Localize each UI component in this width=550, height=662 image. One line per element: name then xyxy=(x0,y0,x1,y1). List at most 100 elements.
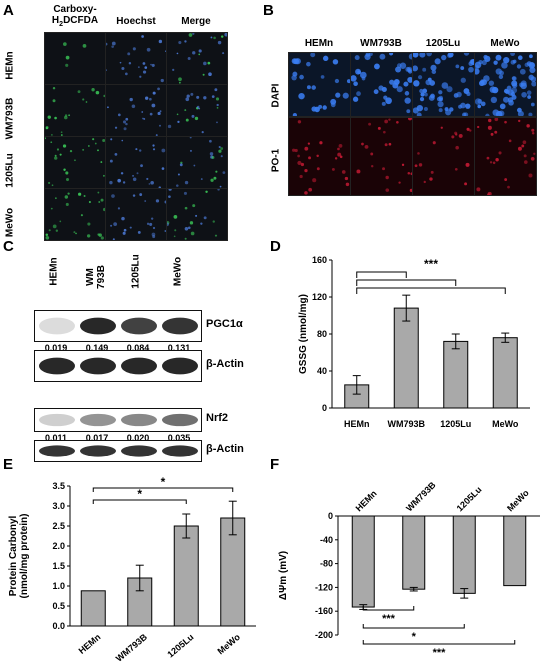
panel-b-image-r1-c2 xyxy=(412,117,475,196)
blot-value-2-0: 0.011 xyxy=(44,433,68,443)
blot-band-1-3 xyxy=(162,357,198,375)
x-tick-label: HEMn xyxy=(354,488,379,513)
y-tick-label: 2.0 xyxy=(52,541,65,551)
blot-value-2-1: 0.017 xyxy=(85,433,109,443)
panel-c-lane-mewo: MeWo xyxy=(172,256,184,287)
y-tick-label: -120 xyxy=(315,582,333,592)
blot-band-3-0 xyxy=(39,445,75,457)
panel-a-image-r1-c1 xyxy=(105,84,167,137)
blot-value-2-3: 0.035 xyxy=(167,433,191,443)
panel-a-image-r0-c0 xyxy=(44,32,106,85)
sig-label: * xyxy=(137,487,142,501)
panel-d-label: D xyxy=(270,238,281,255)
blot-value-0-3: 0.131 xyxy=(167,343,191,353)
blot-label-3: β-Actin xyxy=(206,443,244,455)
blot-band-0-3 xyxy=(162,317,198,335)
sig-bracket xyxy=(362,624,465,629)
x-tick-label: MeWo xyxy=(505,487,531,513)
panel-a-header-hoechst: Hoechst xyxy=(116,16,156,27)
panel-a-image-r2-c2 xyxy=(166,136,228,189)
blot-label-0: PGC1α xyxy=(206,318,243,330)
x-tick-label: HEMn xyxy=(77,632,103,656)
x-tick-label: WM793B xyxy=(387,419,425,429)
panel-e-label: E xyxy=(3,456,14,473)
blot-band-2-0 xyxy=(39,413,75,427)
x-tick-label: 1205Lu xyxy=(165,632,195,660)
panel-a-label: A xyxy=(3,2,14,19)
bar-WM793B xyxy=(402,515,426,590)
panel-c-label: C xyxy=(3,238,14,255)
x-tick-label: 1205Lu xyxy=(455,484,484,513)
y-tick-label: 0.0 xyxy=(52,621,65,631)
sig-bracket xyxy=(356,271,407,278)
sig-bracket xyxy=(356,279,457,286)
bar-WM793B xyxy=(393,307,419,409)
panel-b-row-dapi: DAPI xyxy=(270,83,282,108)
panel-a-image-r2-c0 xyxy=(44,136,106,189)
y-tick-label: 80 xyxy=(317,329,327,339)
y-tick-label: 0.5 xyxy=(52,601,65,611)
blot-band-1-1 xyxy=(80,357,116,375)
sig-label: * xyxy=(161,475,166,489)
blot-band-1-0 xyxy=(39,357,75,375)
panel-b-image-r1-c0 xyxy=(288,117,351,196)
blot-strip-0 xyxy=(34,310,202,342)
sig-bracket xyxy=(362,640,516,645)
panel-a-image-r1-c0 xyxy=(44,84,106,137)
panel-f-chart: 0 -40 -80 -120 -160 -200 ΔΨm (mV) HEMn WM793B 120… xyxy=(278,479,540,659)
panel-a-image-r0-c2 xyxy=(166,32,228,85)
y-tick-label: 3.0 xyxy=(52,501,65,511)
panel-f-label: F xyxy=(270,456,280,473)
blot-band-3-1 xyxy=(80,445,116,457)
y-tick-label: 1.5 xyxy=(52,561,65,571)
panel-b-image-r0-c1 xyxy=(350,52,413,117)
y-tick-label: -200 xyxy=(315,630,333,640)
panel-b-image-r1-c1 xyxy=(350,117,413,196)
panel-b-header-hemn: HEMn xyxy=(304,38,334,49)
y-axis-label: GSSG (nmol/mg) xyxy=(298,294,309,374)
y-axis-label: (nmol/mg protein) xyxy=(19,514,30,599)
blot-band-2-3 xyxy=(162,413,198,427)
blot-band-2-1 xyxy=(80,413,116,427)
blot-band-0-2 xyxy=(121,317,157,335)
panel-a-image-r3-c1 xyxy=(105,188,167,241)
y-tick-label: 3.5 xyxy=(52,481,65,491)
blot-band-2-2 xyxy=(121,413,157,427)
panel-c-lane-wm793b: WM 793B xyxy=(85,265,107,289)
panel-a-header-carboxy: Carboxy- H2DCFDA xyxy=(51,4,99,28)
sig-label: * xyxy=(412,631,417,643)
y-tick-label: 160 xyxy=(312,255,327,265)
bar-MeWo xyxy=(492,337,518,409)
y-tick-label: 1.0 xyxy=(52,581,65,591)
sig-bracket xyxy=(92,487,234,492)
bar-HEMn xyxy=(80,590,106,627)
x-tick-label: WM793B xyxy=(404,479,438,513)
x-tick-label: WM793B xyxy=(114,632,150,662)
panel-a-row-1205lu: 1205Lu xyxy=(4,153,16,188)
sig-bracket xyxy=(92,499,187,504)
panel-b-row-po1: PO-1 xyxy=(270,148,282,173)
blot-label-1: β-Actin xyxy=(206,358,244,370)
blot-strip-1 xyxy=(34,350,202,382)
y-tick-label: 2.5 xyxy=(52,521,65,531)
blot-strip-3 xyxy=(34,440,202,462)
sig-bracket xyxy=(356,287,506,294)
panel-e-chart: 0.0 0.5 1.0 1.5 2.0 2.5 3.0 3.5 Protein Carbonyl… xyxy=(8,475,256,662)
bar-1205Lu xyxy=(173,525,199,627)
y-tick-label: 0 xyxy=(322,403,327,413)
bar-HEMn xyxy=(351,515,375,608)
y-tick-label: 40 xyxy=(317,366,327,376)
panel-b-image-r0-c2 xyxy=(412,52,475,117)
bar-1205Lu xyxy=(443,340,469,409)
sig-label: *** xyxy=(382,613,396,625)
panel-a-image-r1-c2 xyxy=(166,84,228,137)
blot-value-2-2: 0.020 xyxy=(126,433,150,443)
panel-b-image-r1-c3 xyxy=(474,117,537,196)
panel-d-chart: 0 40 80 120 160 GSSG (nmol/mg) HEMn WM793B 1205L… xyxy=(298,255,530,429)
x-tick-label: HEMn xyxy=(344,419,370,429)
panel-a-image-r0-c1 xyxy=(105,32,167,85)
panel-b-header-wm793b: WM793B xyxy=(360,38,402,49)
panel-b-label: B xyxy=(263,2,274,19)
y-axis-label: Protein Carbonyl xyxy=(8,516,19,597)
y-tick-label: 120 xyxy=(312,292,327,302)
